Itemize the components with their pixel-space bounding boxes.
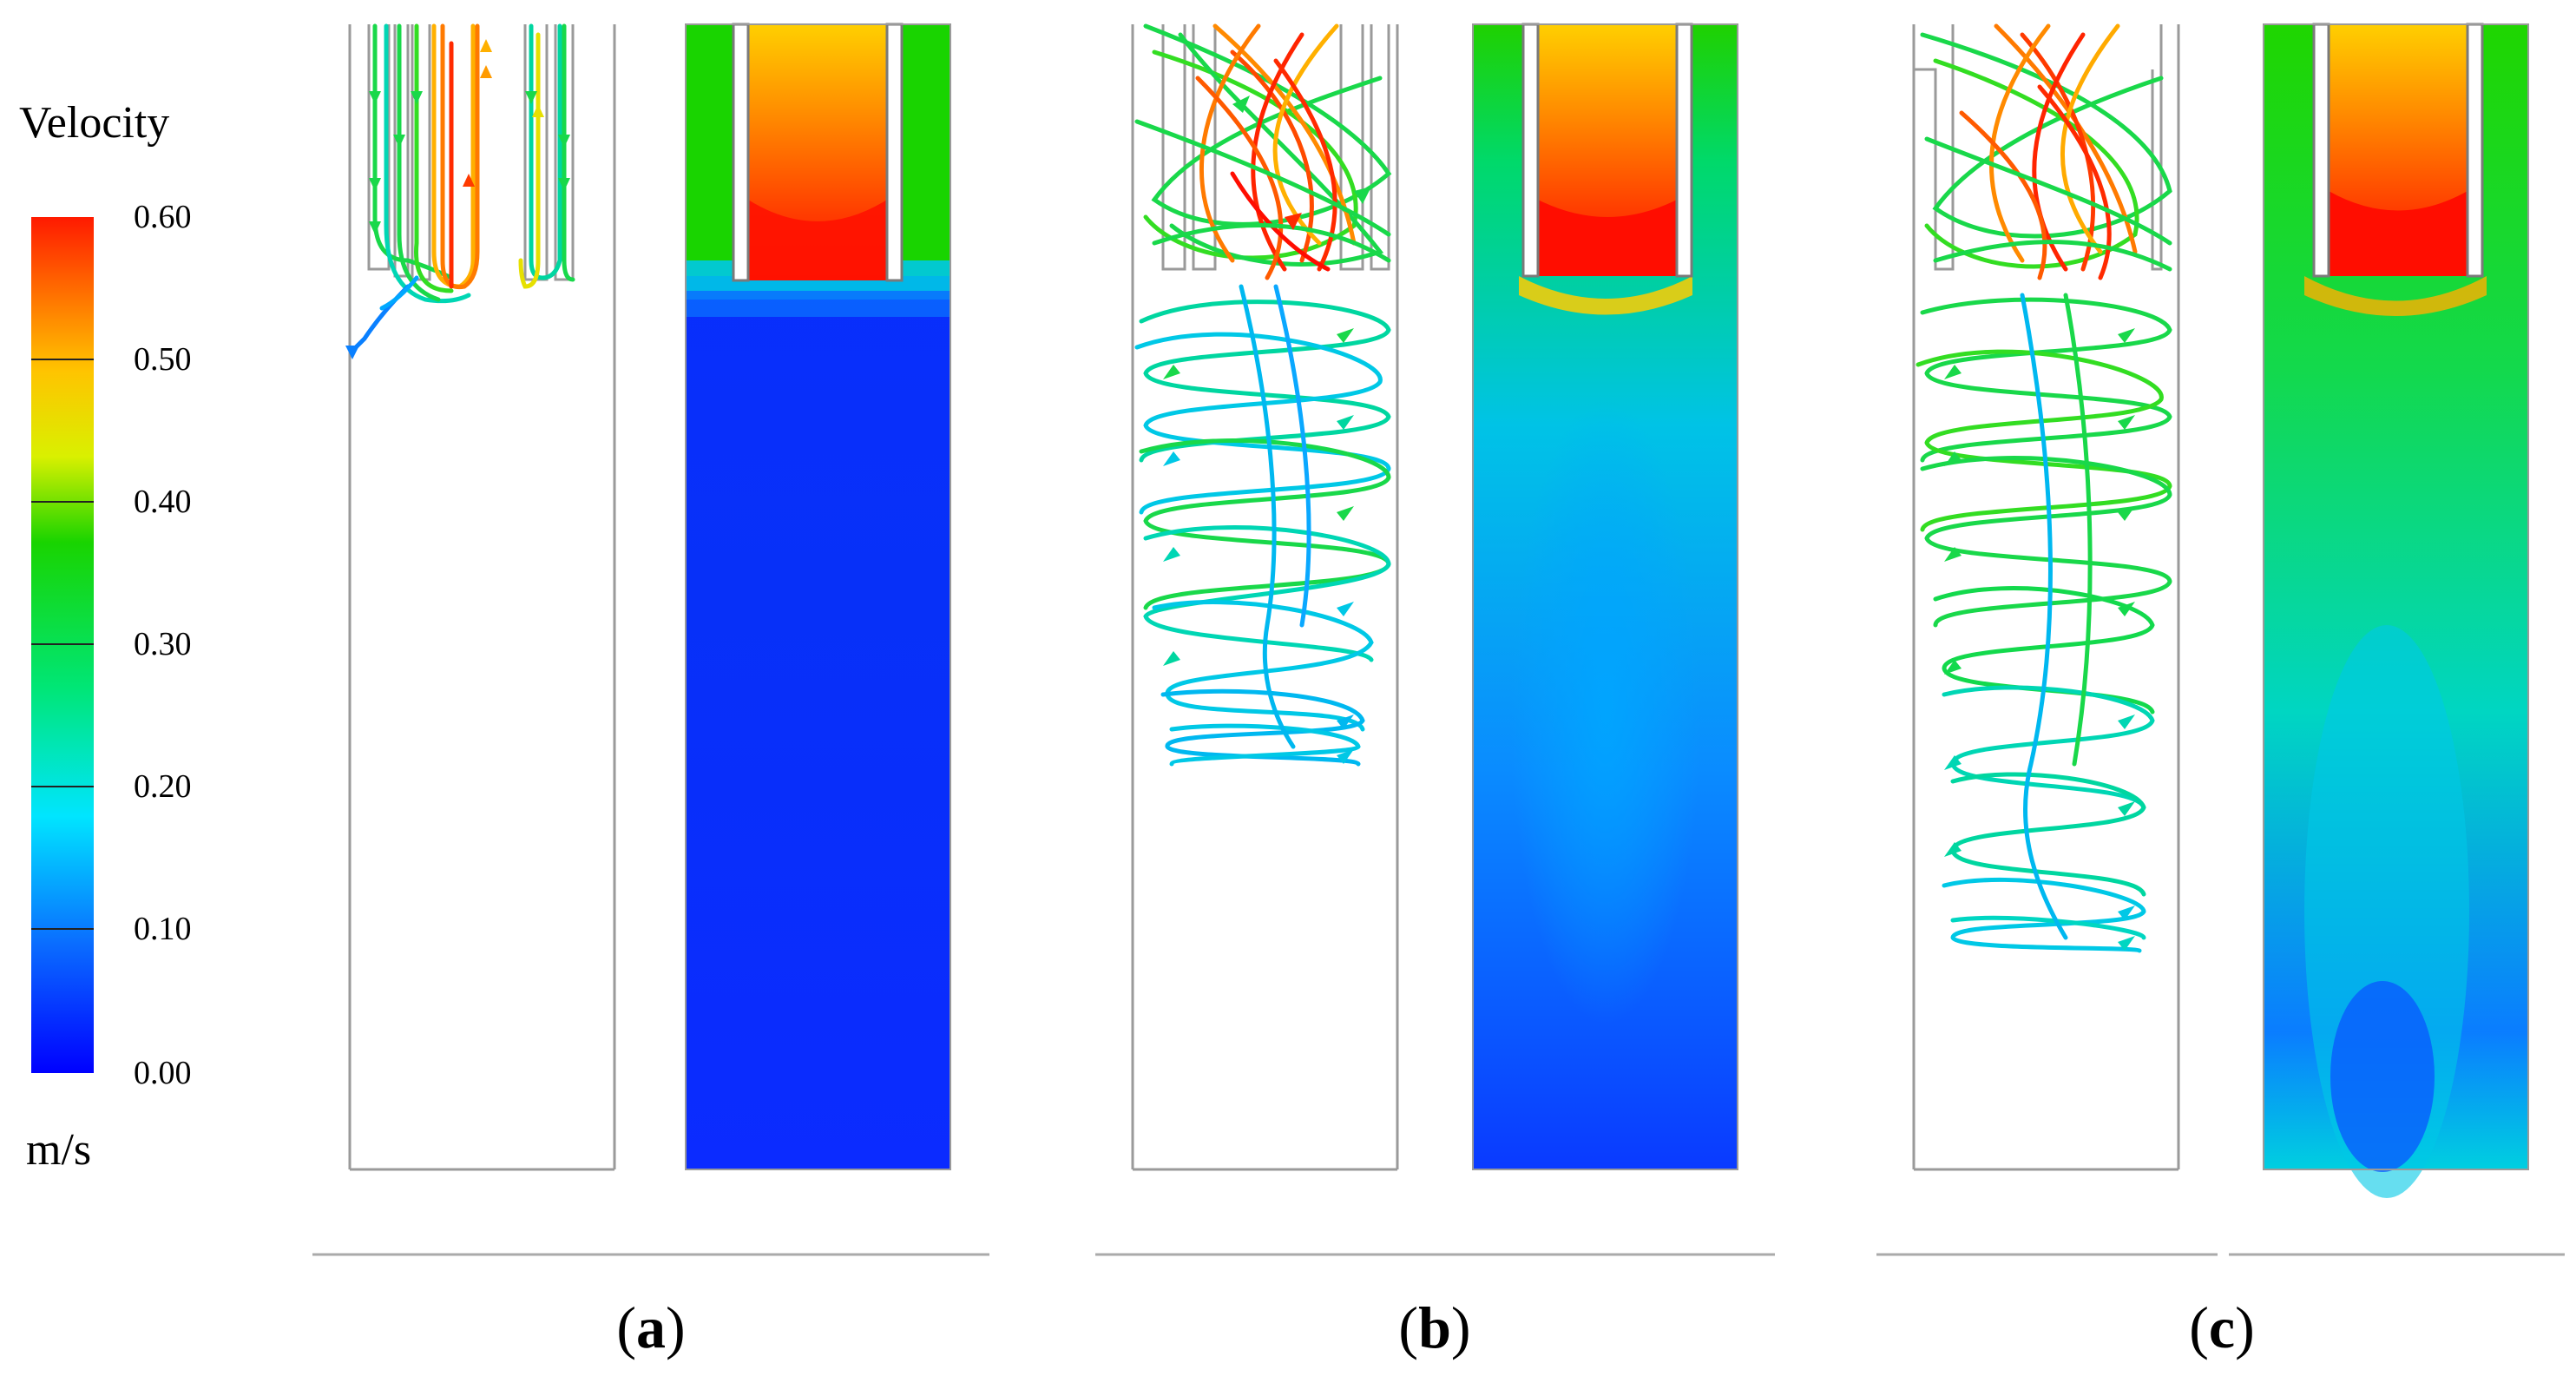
panel-c-streamlines-top [1920, 23, 2172, 280]
panel-b-streamlines-top [1134, 23, 1392, 280]
colorbar-tick-label: 0.00 [134, 1055, 192, 1091]
panel-label-c: (c) [2189, 1294, 2255, 1360]
panel-b-streamline-domain [1131, 24, 1399, 1171]
colorbar-tick-label: 0.30 [134, 626, 192, 662]
colorbar-tick-label: 0.10 [134, 911, 192, 947]
colorbar-tick-lines [31, 359, 94, 930]
legend-unit: m/s [26, 1125, 92, 1175]
panel-c [1876, 23, 2565, 1256]
colorbar-tick-label: 0.50 [134, 341, 192, 378]
panel-label-a: (a) [616, 1294, 686, 1360]
panel-label-b: (b) [1398, 1294, 1471, 1360]
panel-b [1095, 23, 1775, 1256]
panel-a [312, 23, 989, 1256]
colorbar-tick-label: 0.60 [134, 199, 192, 235]
colorbar-tick-label: 0.40 [134, 484, 192, 520]
colorbar-tick-label: 0.20 [134, 768, 192, 805]
panel-a-streamlines [349, 23, 575, 354]
panel-c-streamline-domain [1912, 24, 2180, 1171]
panel-a-streamline-domain [348, 24, 616, 1171]
panel-a-stream-arrows [345, 39, 570, 359]
legend-title: Velocity [19, 98, 170, 148]
panel-c-streamlines-helix [1916, 293, 2172, 953]
panel-b-stream-arrows [1163, 95, 1371, 764]
panel-b-streamlines-helix [1134, 284, 1391, 767]
panel-c-stream-arrows [1944, 328, 2135, 951]
